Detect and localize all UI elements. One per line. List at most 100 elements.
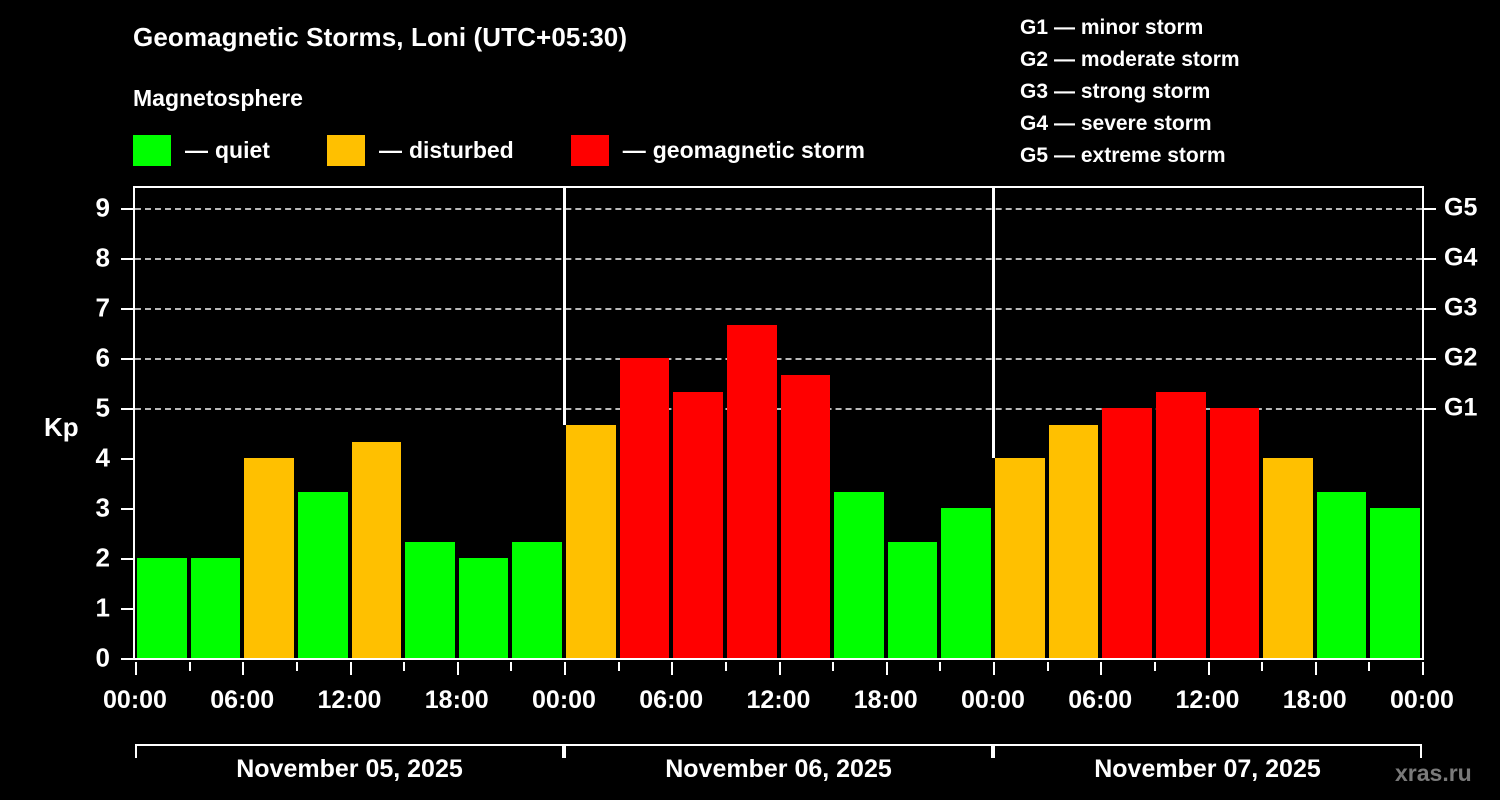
g-tick-G3 xyxy=(1424,308,1436,310)
g-axis-label-G1: G1 xyxy=(1444,393,1478,422)
x-tick-label-3: 18:00 xyxy=(424,686,489,714)
y-tick-label-1: 1 xyxy=(95,592,110,623)
g-legend-text: severe storm xyxy=(1080,112,1212,135)
g-legend-dash: — xyxy=(1054,112,1075,135)
g-legend-code: G2 xyxy=(1020,48,1049,71)
bar-kp xyxy=(1102,408,1152,658)
x-tick-1 xyxy=(188,662,191,671)
g-legend-code: G1 xyxy=(1020,16,1049,39)
g-legend-dash: — xyxy=(1054,16,1075,39)
bar-kp xyxy=(351,441,402,658)
quiet-swatch xyxy=(133,134,171,166)
g-tick-G4 xyxy=(1424,258,1436,260)
bar-kp xyxy=(1370,508,1420,658)
y-tick-label-0: 0 xyxy=(95,642,110,673)
g-legend-dash: — xyxy=(1054,80,1075,103)
date-label-2: November 06, 2025 xyxy=(665,755,892,783)
x-tick-2 xyxy=(242,662,245,675)
g-legend-row: G3— strong storm xyxy=(1020,76,1350,108)
x-tick-0 xyxy=(135,662,137,675)
disturbed-swatch xyxy=(326,134,365,166)
bar-kp xyxy=(1316,491,1367,658)
x-tick-18 xyxy=(1100,662,1103,675)
y-tick-label-7: 7 xyxy=(95,292,110,323)
g-legend-code: G4 xyxy=(1020,112,1049,135)
y-tick-1 xyxy=(121,608,133,610)
y-tick-label-5: 5 xyxy=(95,392,110,423)
g-axis-label-G3: G3 xyxy=(1444,293,1478,322)
gridline-kp-9 xyxy=(135,208,1422,210)
x-tick-label-6: 12:00 xyxy=(746,686,811,714)
g-legend-row: G5— extreme storm xyxy=(1020,140,1350,172)
x-tick-label-10: 12:00 xyxy=(1175,686,1240,714)
date-bracket-3 xyxy=(993,744,1422,758)
g-legend-row: G4— severe storm xyxy=(1020,108,1350,140)
g-legend-dash: — xyxy=(1054,48,1075,71)
g-legend-code: G3 xyxy=(1020,80,1049,103)
y-tick-9 xyxy=(121,208,133,210)
bar-kp xyxy=(1048,424,1099,658)
bar-kp xyxy=(726,324,777,658)
chart-plot-area xyxy=(133,186,1424,660)
legend-dash: — xyxy=(378,136,402,163)
y-tick-2 xyxy=(121,558,133,560)
y-tick-4 xyxy=(121,458,133,460)
plot-inner xyxy=(135,188,1422,658)
g-legend-text: moderate storm xyxy=(1080,48,1240,71)
x-tick-label-9: 06:00 xyxy=(1068,686,1133,714)
x-tick-19 xyxy=(1153,662,1156,671)
g-tick-G2 xyxy=(1424,358,1436,360)
x-tick-label-12: 00:00 xyxy=(1390,686,1454,714)
y-tick-label-6: 6 xyxy=(95,342,110,373)
storm-swatch xyxy=(570,134,609,166)
x-tick-14 xyxy=(885,662,888,675)
gridline-kp-6 xyxy=(135,358,1422,360)
x-tick-23 xyxy=(1368,662,1371,671)
x-tick-17 xyxy=(1046,662,1049,671)
g-legend-dash: — xyxy=(1054,144,1075,167)
g-legend-text: strong storm xyxy=(1080,80,1211,103)
bar-kp xyxy=(780,374,831,658)
y-tick-label-4: 4 xyxy=(95,442,110,473)
x-tick-13 xyxy=(832,662,835,671)
x-tick-label-8: 00:00 xyxy=(961,686,1025,714)
gridline-kp-7 xyxy=(135,308,1422,310)
x-tick-11 xyxy=(724,662,727,671)
x-tick-label-4: 00:00 xyxy=(532,686,596,714)
x-tick-4 xyxy=(349,662,352,675)
bar-kp xyxy=(995,458,1045,658)
legend-item-storm: — geomagnetic storm xyxy=(570,132,865,168)
y-tick-7 xyxy=(121,308,133,310)
y-tick-label-2: 2 xyxy=(95,542,110,573)
y-tick-label-8: 8 xyxy=(95,242,110,273)
bar-kp xyxy=(512,541,562,658)
y-tick-8 xyxy=(121,258,133,260)
legend-dash: — xyxy=(622,136,646,163)
g-legend-text: extreme storm xyxy=(1080,144,1226,167)
bar-kp xyxy=(244,458,294,658)
bar-kp xyxy=(941,508,991,658)
x-tick-label-2: 12:00 xyxy=(317,686,382,714)
x-tick-21 xyxy=(1261,662,1264,671)
bar-kp xyxy=(673,391,723,658)
bar-kp xyxy=(887,541,938,658)
x-tick-15 xyxy=(939,662,942,671)
bar-kp xyxy=(1209,408,1260,658)
bar-kp xyxy=(137,558,187,658)
g-scale-legend: G1— minor storm G2— moderate storm G3— s… xyxy=(1020,12,1350,172)
bar-kp xyxy=(566,424,616,658)
y-tick-6 xyxy=(121,358,133,360)
g-legend-text: minor storm xyxy=(1080,16,1204,39)
g-legend-code: G5 xyxy=(1020,144,1049,167)
x-tick-5 xyxy=(403,662,406,671)
x-tick-8 xyxy=(564,662,566,675)
g-legend-row: G2— moderate storm xyxy=(1020,44,1350,76)
bar-kp xyxy=(405,541,455,658)
bar-kp xyxy=(458,558,509,658)
x-tick-label-11: 18:00 xyxy=(1282,686,1347,714)
x-tick-9 xyxy=(617,662,620,671)
page-title: Geomagnetic Storms, Loni (UTC+05:30) xyxy=(133,22,628,52)
g-legend-row: G1— minor storm xyxy=(1020,12,1350,44)
x-tick-6 xyxy=(456,662,459,675)
y-tick-0 xyxy=(121,658,133,660)
